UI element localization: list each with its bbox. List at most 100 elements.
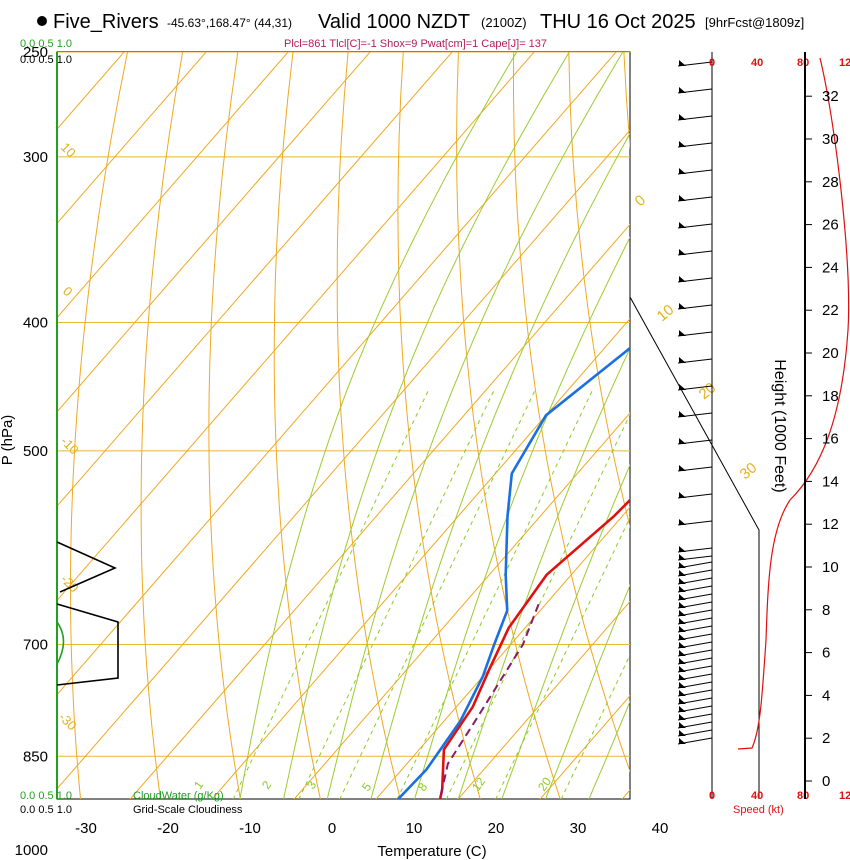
isotherm-line bbox=[129, 223, 630, 799]
wind-barb-flag bbox=[679, 554, 686, 560]
mixing-ratio-line bbox=[339, 390, 536, 799]
height-tick-label: 12 bbox=[822, 516, 839, 533]
wind-barb-flag bbox=[679, 650, 686, 656]
height-tick-label: 22 bbox=[822, 302, 839, 319]
isotherm-line bbox=[57, 52, 371, 413]
wind-barb-flag bbox=[679, 546, 686, 552]
cloudiness-scale-bottom: 0.0 0.5 1.0 bbox=[20, 804, 72, 816]
wind-barb-flag bbox=[679, 87, 686, 93]
y-axis-title: P (hPa) bbox=[0, 415, 16, 466]
mixing-ratio-label: 12 bbox=[469, 774, 488, 793]
wind-barb-flag bbox=[679, 578, 686, 584]
speed-top-12: 12 bbox=[839, 57, 850, 69]
wind-barb-flag bbox=[679, 303, 686, 309]
wind-barb-flag bbox=[679, 698, 686, 704]
speed-axis-title: Speed (kt) bbox=[733, 804, 784, 816]
speed-top-80: 80 bbox=[797, 57, 809, 69]
p-tick-label: 300 bbox=[23, 149, 48, 166]
height-tick-label: 18 bbox=[822, 388, 839, 405]
p-tick-label: 500 bbox=[23, 443, 48, 460]
dry-adiabat bbox=[397, 52, 481, 799]
isotherm-line bbox=[457, 600, 630, 799]
dry-adiabat bbox=[784, 4, 850, 860]
dry-adiabat bbox=[336, 52, 401, 799]
wind-barb-flag bbox=[679, 730, 686, 736]
height-axis-title: Height (1000 Feet) bbox=[771, 359, 788, 492]
dry-adiabat bbox=[273, 52, 321, 799]
height-tick-label: 26 bbox=[822, 217, 839, 234]
moist-adiabat bbox=[414, 236, 630, 799]
p-tick-label: 700 bbox=[23, 637, 48, 654]
dry-adiabat bbox=[512, 52, 630, 773]
isotherm-line bbox=[57, 52, 125, 130]
isotherm-line bbox=[636, 4, 850, 860]
forecast-info: [9hrFcst@1809z] bbox=[705, 15, 804, 30]
wind-barb-flag bbox=[679, 690, 686, 696]
height-tick-label: 14 bbox=[822, 473, 839, 490]
wind-barb-flag bbox=[679, 682, 686, 688]
wind-barb-flag bbox=[679, 594, 686, 600]
height-tick-label: 0 bbox=[822, 773, 830, 790]
height-tick-label: 6 bbox=[822, 645, 830, 662]
cloudwater-label: CloudWater (g/Kg) bbox=[133, 790, 224, 802]
side-isotherm-label: 0 bbox=[60, 284, 76, 300]
utc-time: (2100Z) bbox=[481, 15, 527, 30]
wind-barb-flag bbox=[679, 634, 686, 640]
side-isotherm-label: -10 bbox=[58, 434, 82, 458]
isotherm-label: 0 bbox=[632, 192, 649, 210]
wind-barb-flag bbox=[679, 465, 686, 471]
cloudwater-scale-top: 0.0 0.5 1.0 bbox=[20, 38, 72, 50]
wind-barb-flag bbox=[679, 642, 686, 648]
wind-barb-flag bbox=[679, 602, 686, 608]
moist-adiabat bbox=[326, 52, 624, 799]
wind-speed-profile bbox=[737, 57, 850, 750]
series-parcel bbox=[439, 601, 541, 799]
height-tick-label: 8 bbox=[822, 602, 830, 619]
dry-adiabat bbox=[140, 52, 184, 799]
x-tick-label: 10 bbox=[406, 820, 423, 837]
x-tick-label: -30 bbox=[75, 820, 97, 837]
isotherm-label: 30 bbox=[737, 459, 761, 483]
wind-barb-flag bbox=[679, 562, 686, 568]
wind-barbs bbox=[677, 60, 713, 745]
x-tick-label: 20 bbox=[488, 820, 505, 837]
speed-top-40: 40 bbox=[751, 57, 763, 69]
wind-barb-flag bbox=[679, 714, 686, 720]
moist-adiabat bbox=[636, 4, 850, 860]
height-tick-label: 32 bbox=[822, 88, 839, 105]
mixing-ratio-line bbox=[298, 390, 495, 799]
wind-barb-flag bbox=[679, 492, 686, 498]
p-tick-label: 1000 bbox=[15, 842, 48, 859]
height-tick-label: 28 bbox=[822, 174, 839, 191]
height-tick-label: 10 bbox=[822, 559, 839, 576]
mixing-ratio-label: 2 bbox=[259, 778, 274, 792]
moist-adiabat bbox=[544, 584, 630, 799]
sounding-lines bbox=[382, 346, 630, 824]
thermo-grid bbox=[57, 4, 850, 860]
wind-barb-flag bbox=[679, 658, 686, 664]
wind-barb-flag bbox=[679, 411, 686, 417]
wind-barb-flag bbox=[679, 60, 686, 66]
isotherm-label: 10 bbox=[654, 301, 678, 325]
isotherm-line bbox=[57, 52, 535, 602]
p-tick-label: 250 bbox=[23, 44, 48, 61]
wind-barb-flag bbox=[679, 195, 686, 201]
speed-top-0: 0 bbox=[709, 57, 715, 69]
isotherm-line bbox=[293, 412, 630, 799]
station-dot bbox=[37, 16, 47, 26]
dry-adiabat bbox=[208, 52, 241, 799]
wind-barb-flag bbox=[679, 141, 686, 147]
height-tick-label: 16 bbox=[822, 431, 839, 448]
moist-adiabat bbox=[595, 4, 850, 860]
height-tick-label: 20 bbox=[822, 345, 839, 362]
wind-barb-flag bbox=[679, 626, 686, 632]
p-tick-label: 400 bbox=[23, 314, 48, 331]
isotherm-line bbox=[57, 52, 289, 319]
cloudiness-label: Grid-Scale Cloudiness bbox=[133, 804, 243, 816]
cloudiness-profile bbox=[56, 541, 119, 686]
surface-dewpoint-dot bbox=[382, 816, 390, 824]
isotherm-line bbox=[211, 318, 630, 799]
isotherm-line bbox=[57, 52, 453, 507]
